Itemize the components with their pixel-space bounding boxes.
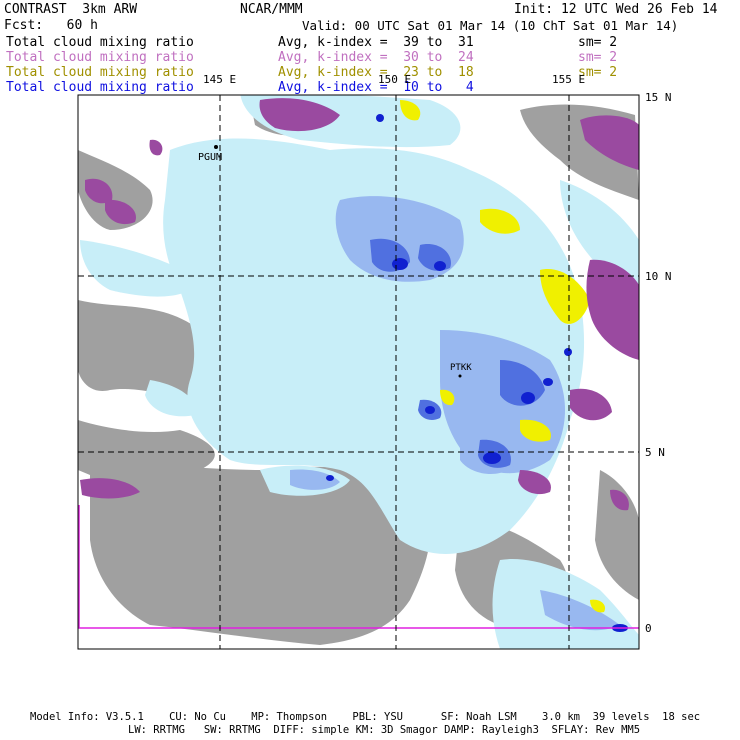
lon-label-145: 145 E: [203, 73, 237, 86]
field-name-2: Total cloud mixing ratio: [6, 50, 194, 65]
field-name-3: Total cloud mixing ratio: [6, 65, 194, 80]
field-sm-2: sm= 2: [578, 50, 618, 65]
field-name-1: Total cloud mixing ratio: [6, 35, 194, 50]
lat-label-15n: 15 N: [645, 91, 672, 104]
lat-label-0: 0: [645, 622, 652, 635]
field-avg-1: Avg, k-index = 39 to 31: [278, 35, 474, 50]
station-marker-ptkk: [458, 374, 462, 378]
station-label-ptkk: PTKK: [450, 363, 472, 373]
organization: NCAR/MMM: [240, 2, 303, 17]
lon-label-155: 155 E: [552, 73, 586, 86]
station-label-pgum: PGUM: [198, 152, 223, 163]
init-time: Init: 12 UTC Wed 26 Feb 14: [514, 2, 718, 17]
cloud-yellow-field: [400, 100, 606, 613]
model-info-line-2: LW: RRTMG SW: RRTMG DIFF: simple KM: 3D …: [128, 724, 641, 736]
lat-label-10n: 10 N: [645, 270, 672, 283]
field-avg-2: Avg, k-index = 30 to 24: [278, 50, 474, 65]
field-avg-3: Avg, k-index = 23 to 18: [278, 65, 474, 80]
field-avg-4: Avg, k-index = 10 to 4: [278, 80, 474, 95]
map-frame: [77, 94, 640, 650]
field-name-4: Total cloud mixing ratio: [6, 80, 194, 95]
lon-label-150: 150 E: [378, 73, 412, 86]
cloud-purple-field: [80, 98, 639, 511]
cloud-dark-cores: [326, 114, 628, 632]
model-info-line-1: Model Info: V3.5.1 CU: No Cu MP: Thompso…: [30, 711, 701, 723]
lat-label-5n: 5 N: [645, 446, 665, 459]
lat-lon-grid: [78, 95, 639, 649]
field-sm-3: sm= 2: [578, 65, 618, 80]
field-sm-1: sm= 2: [578, 35, 618, 50]
model-title: CONTRAST 3km ARW: [4, 2, 138, 17]
station-marker-pgum: [214, 145, 218, 149]
valid-time: Valid: 00 UTC Sat 01 Mar 14 (10 ChT Sat …: [302, 18, 679, 33]
forecast-hour: Fcst: 60 h: [4, 18, 98, 33]
domain-boundary-line: [78, 505, 639, 629]
